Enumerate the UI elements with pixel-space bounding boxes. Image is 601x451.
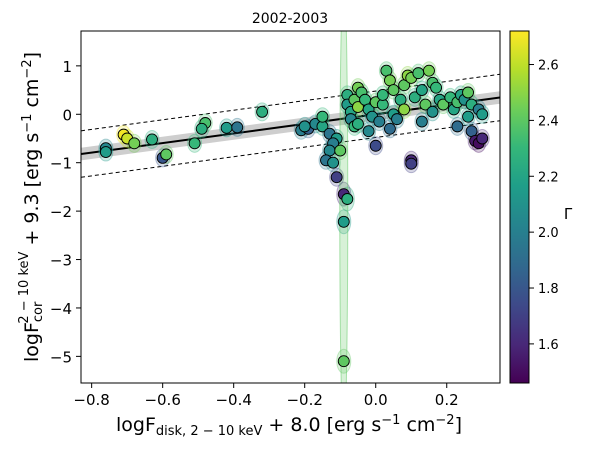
data-point xyxy=(415,84,428,97)
plot-area xyxy=(81,31,500,383)
data-point xyxy=(462,110,474,123)
colorbar-tick-label: 1.6 xyxy=(538,338,559,353)
data-point xyxy=(362,125,375,138)
x-tick-label: −0.2 xyxy=(286,391,322,409)
plot-layer xyxy=(81,31,500,383)
data-point xyxy=(337,355,350,368)
data-point xyxy=(462,86,474,99)
data-point xyxy=(327,156,340,169)
y-tick-label: 0 xyxy=(62,106,72,124)
data-point xyxy=(426,105,439,118)
data-point xyxy=(352,118,364,130)
data-point xyxy=(146,133,158,146)
x-axis-label: logFdisk, 2 − 10 keV + 8.0 [erg s−1 cm−2… xyxy=(116,413,462,439)
x-tick-label: −0.8 xyxy=(73,391,109,409)
plot-frame xyxy=(80,30,501,384)
data-point xyxy=(373,115,386,128)
x-tick-label: −0.4 xyxy=(215,391,251,409)
y-tick-label: −3 xyxy=(50,252,72,270)
data-point xyxy=(369,139,382,152)
data-point xyxy=(128,137,141,150)
data-point xyxy=(412,67,425,80)
colorbar xyxy=(509,30,530,384)
y-tick-label: −1 xyxy=(50,155,72,173)
y-tick-label: −4 xyxy=(50,300,72,318)
y-tick-label: −5 xyxy=(50,348,72,366)
data-point xyxy=(437,98,450,111)
data-point xyxy=(383,122,396,135)
data-point xyxy=(256,105,269,118)
y-axis: −5 −4 −3 −2 −1 0 1 xyxy=(50,58,81,366)
y-tick-label: −2 xyxy=(50,203,72,221)
fit-lower-scatter-line xyxy=(81,120,500,178)
data-point xyxy=(408,91,421,104)
data-point xyxy=(415,115,428,128)
x-tick-label: −0.6 xyxy=(144,391,180,409)
y-axis-label: logFcor2 − 10 keV + 9.3 [erg s−1 cm−2] xyxy=(17,52,46,362)
data-point xyxy=(476,108,489,121)
data-point xyxy=(423,64,435,77)
data-point xyxy=(160,148,173,161)
data-point xyxy=(220,121,233,134)
data-point xyxy=(405,157,418,170)
colorbar-ticks: 1.6 1.8 2.0 2.2 2.4 2.6 xyxy=(529,59,559,353)
data-point xyxy=(419,98,432,111)
colorbar-label: Γ xyxy=(564,205,573,223)
data-point xyxy=(337,215,350,228)
data-point xyxy=(298,120,311,133)
y-tick-label: 1 xyxy=(62,58,72,76)
chart-title: 2002-2003 xyxy=(252,11,328,27)
data-point xyxy=(231,121,244,134)
colorbar-tick-label: 1.8 xyxy=(538,282,559,297)
data-point xyxy=(451,120,464,133)
data-point xyxy=(391,113,403,126)
data-point xyxy=(99,146,112,158)
colorbar-tick-label: 2.2 xyxy=(538,170,559,185)
data-point xyxy=(341,193,354,205)
data-point xyxy=(476,132,489,145)
data-point xyxy=(316,110,329,123)
data-point xyxy=(387,84,400,97)
data-point xyxy=(334,144,347,157)
data-point xyxy=(398,103,411,116)
data-point xyxy=(330,171,343,184)
colorbar-tick-label: 2.6 xyxy=(538,59,559,74)
colorbar-tick-label: 2.0 xyxy=(538,226,559,241)
colorbar-tick-label: 2.4 xyxy=(538,114,559,129)
data-point xyxy=(195,122,208,135)
data-point xyxy=(188,137,201,150)
x-axis: −0.8 −0.6 −0.4 −0.2 0.0 0.2 xyxy=(73,383,459,409)
x-tick-label: 0.2 xyxy=(435,391,459,409)
data-point xyxy=(376,88,389,101)
x-tick-label: 0.0 xyxy=(364,391,388,409)
data-point xyxy=(430,81,443,94)
